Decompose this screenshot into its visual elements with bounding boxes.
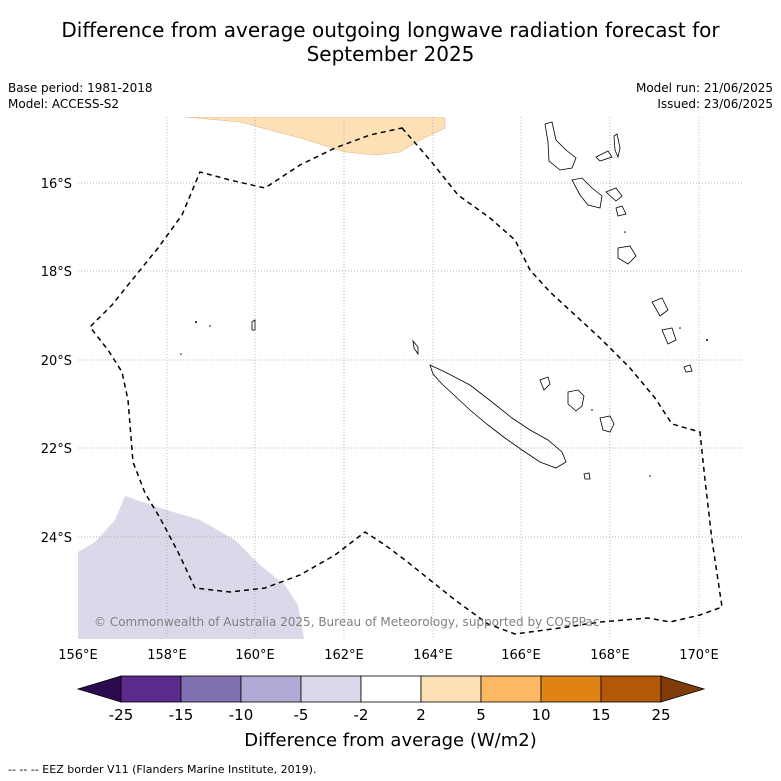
lat-tick: 18°S — [41, 265, 72, 280]
model-run: Model run: 21/06/2025 — [635, 81, 773, 95]
colorbar-tick-label: 5 — [476, 706, 486, 724]
colorbar: -25 -15 -10 -5 -2 2 5 10 15 25 — [76, 675, 706, 724]
colorbar-bin — [300, 675, 362, 703]
island-ambae — [595, 150, 613, 162]
colorbar-bin — [240, 675, 302, 703]
colorbar-tick-label: -5 — [294, 706, 309, 724]
lon-tick: 164°E — [413, 648, 453, 663]
island-tanna — [661, 327, 677, 345]
island-pines — [583, 472, 591, 480]
colorbar-tick-label: 10 — [531, 706, 550, 724]
base-period: Base period: 1981-2018 — [8, 81, 153, 95]
lat-tick: 22°S — [41, 442, 72, 457]
colorbar-label: Difference from average (W/m2) — [244, 730, 537, 751]
colorbar-bin — [540, 675, 602, 703]
lon-tick: 166°E — [501, 648, 541, 663]
island-malekula — [571, 177, 603, 209]
lat-tick: 16°S — [41, 177, 72, 192]
lon-tick: 160°E — [235, 648, 275, 663]
island-aneityum — [683, 364, 693, 373]
island-maewo — [613, 133, 621, 159]
map-area: © Commonwealth of Australia 2025, Bureau… — [78, 117, 743, 639]
map-title: Difference from average outgoing longwav… — [0, 18, 781, 66]
small-islets — [180, 231, 708, 477]
colorbar-bin — [420, 675, 482, 703]
colorbar-tick-label: 2 — [416, 706, 426, 724]
island-epi — [615, 205, 627, 217]
colorbar-bin — [120, 675, 182, 703]
lon-tick: 168°E — [590, 648, 630, 663]
eez-legend-footnote: -- -- -- EEZ border V11 (Flanders Marine… — [8, 763, 317, 776]
lon-tick: 156°E — [58, 648, 98, 663]
island-erromango — [651, 297, 669, 317]
island-espiritu-santo — [544, 121, 577, 171]
colorbar-extend-min — [76, 675, 122, 703]
colorbar-tick-label: 15 — [591, 706, 610, 724]
island-efate — [617, 245, 637, 265]
eez-border — [89, 127, 723, 635]
coastlines — [251, 121, 693, 480]
lon-tick: 158°E — [147, 648, 187, 663]
meta-left: Base period: 1981-2018 Model: ACCESS-S2 — [8, 80, 153, 112]
colorbar-tick-label: -2 — [354, 706, 369, 724]
colorbar-bin — [480, 675, 542, 703]
colorbar-tick-label: -15 — [169, 706, 194, 724]
lon-tick: 170°E — [679, 648, 719, 663]
longitude-ticks: 156°E 158°E 160°E 162°E 164°E 166°E 168°… — [58, 648, 719, 663]
issued-date: Issued: 23/06/2025 — [657, 97, 773, 111]
meta-right: Model run: 21/06/2025 Issued: 23/06/2025 — [636, 80, 773, 112]
lat-tick: 24°S — [41, 531, 72, 546]
colorbar-bin — [600, 675, 662, 703]
lat-tick: 20°S — [41, 354, 72, 369]
latitude-ticks: 16°S 18°S 20°S 22°S 24°S — [41, 177, 72, 546]
island-mare — [599, 415, 615, 433]
title-line-2: September 2025 — [306, 42, 475, 66]
title-line-1: Difference from average outgoing longwav… — [61, 18, 720, 42]
island-lifou — [567, 389, 585, 412]
anomaly-region-negative — [78, 496, 304, 639]
anomaly-region-positive — [184, 117, 446, 156]
colorbar-extend-max — [660, 675, 706, 703]
island-belep — [412, 339, 419, 356]
colorbar-bin — [360, 675, 422, 703]
colorbar-tick-label: -25 — [109, 706, 134, 724]
colorbar-bin — [180, 675, 242, 703]
island-chesterfield — [251, 319, 256, 331]
island-ouvea — [539, 376, 551, 391]
copyright-notice: © Commonwealth of Australia 2025, Bureau… — [94, 615, 599, 629]
graticule — [78, 117, 743, 639]
island-new-caledonia — [429, 364, 567, 469]
island-pentecost — [605, 187, 623, 202]
colorbar-tick-label: 25 — [651, 706, 670, 724]
lon-tick: 162°E — [324, 648, 364, 663]
colorbar-tick-label: -10 — [229, 706, 254, 724]
model-name: Model: ACCESS-S2 — [8, 97, 120, 111]
